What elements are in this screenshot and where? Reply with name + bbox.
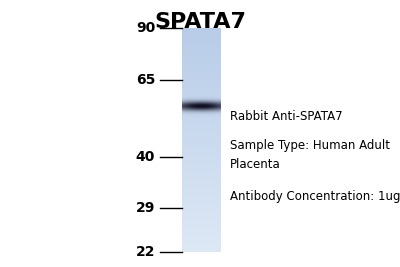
Text: Sample Type: Human Adult: Sample Type: Human Adult bbox=[230, 139, 390, 152]
Text: 40: 40 bbox=[136, 150, 155, 164]
Text: 65: 65 bbox=[136, 73, 155, 87]
Text: SPATA7: SPATA7 bbox=[154, 12, 246, 32]
Text: Placenta: Placenta bbox=[230, 158, 281, 171]
Text: 90: 90 bbox=[136, 21, 155, 35]
Text: 29: 29 bbox=[136, 201, 155, 215]
Text: Rabbit Anti-SPATA7: Rabbit Anti-SPATA7 bbox=[230, 110, 343, 123]
Text: Antibody Concentration: 1ug/mL: Antibody Concentration: 1ug/mL bbox=[230, 190, 400, 203]
Text: 22: 22 bbox=[136, 245, 155, 259]
